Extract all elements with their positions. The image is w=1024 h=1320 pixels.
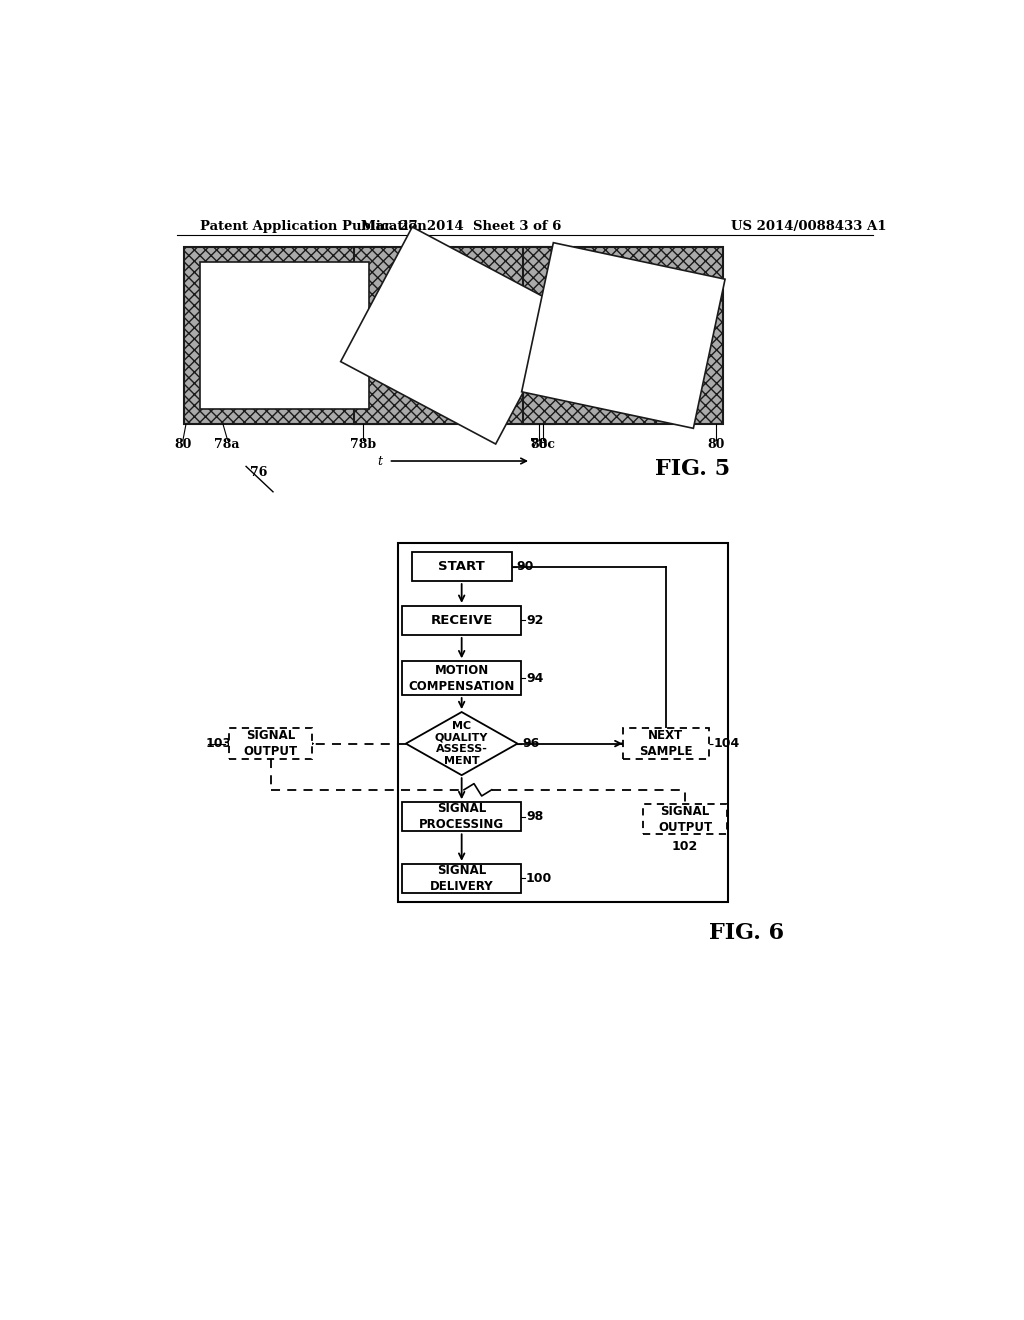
Text: 103: 103	[206, 737, 232, 750]
Text: 80: 80	[530, 438, 548, 451]
Text: NEXT
SAMPLE: NEXT SAMPLE	[639, 729, 692, 758]
Text: 76: 76	[250, 466, 267, 479]
Text: 90: 90	[516, 560, 534, 573]
Bar	[398, 543, 728, 903]
Text: 102: 102	[672, 841, 698, 853]
Bar	[402, 803, 521, 832]
Text: SIGNAL
PROCESSING: SIGNAL PROCESSING	[419, 803, 504, 832]
Text: RECEIVE: RECEIVE	[430, 614, 493, 627]
Polygon shape	[341, 227, 567, 444]
Text: 78c: 78c	[530, 438, 555, 451]
Polygon shape	[406, 711, 517, 775]
Bar	[412, 552, 512, 581]
Text: 80: 80	[174, 438, 191, 451]
Bar	[184, 247, 385, 424]
Text: FIG. 5: FIG. 5	[655, 458, 730, 479]
Text: MC
QUALITY
ASSESS-
MENT: MC QUALITY ASSESS- MENT	[435, 721, 488, 766]
Text: 78b: 78b	[350, 438, 376, 451]
Text: 94: 94	[526, 672, 544, 685]
Text: 104: 104	[714, 737, 739, 750]
Bar	[643, 804, 727, 834]
Bar	[229, 729, 312, 759]
Polygon shape	[200, 263, 370, 409]
Text: 80: 80	[708, 438, 724, 451]
Bar	[523, 247, 724, 424]
Text: START: START	[438, 560, 485, 573]
Text: US 2014/0088433 A1: US 2014/0088433 A1	[731, 219, 887, 232]
Text: 96: 96	[522, 737, 540, 750]
Text: Patent Application Publication: Patent Application Publication	[200, 219, 427, 232]
Text: SIGNAL
DELIVERY: SIGNAL DELIVERY	[430, 863, 494, 892]
Text: MOTION
COMPENSATION: MOTION COMPENSATION	[409, 664, 515, 693]
Bar	[402, 863, 521, 892]
Text: t: t	[378, 454, 382, 467]
Bar	[402, 606, 521, 635]
Text: 100: 100	[526, 871, 552, 884]
Text: SIGNAL
OUTPUT: SIGNAL OUTPUT	[244, 729, 298, 758]
Text: Mar. 27, 2014  Sheet 3 of 6: Mar. 27, 2014 Sheet 3 of 6	[361, 219, 562, 232]
Text: 92: 92	[526, 614, 544, 627]
Text: 78a: 78a	[214, 438, 240, 451]
Bar	[623, 729, 709, 759]
Text: 98: 98	[526, 810, 543, 824]
Polygon shape	[521, 243, 725, 428]
Bar	[354, 247, 554, 424]
Text: FIG. 6: FIG. 6	[709, 921, 784, 944]
Text: SIGNAL
OUTPUT: SIGNAL OUTPUT	[657, 805, 712, 833]
Bar	[402, 661, 521, 696]
